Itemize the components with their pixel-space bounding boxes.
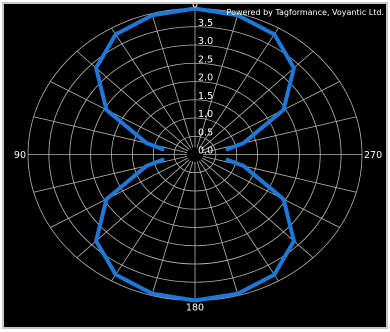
grid-spoke — [196, 13, 239, 148]
grid-spoke — [111, 27, 192, 149]
grid-spoke — [198, 160, 279, 282]
angle-label: 270 — [364, 150, 382, 161]
radial-tick-label: 3.0 — [198, 36, 213, 47]
series-layer — [94, 6, 296, 303]
grid-spoke — [200, 159, 314, 259]
radial-tick-label: 1.5 — [198, 91, 213, 102]
polar-chart-svg: 0.0 0.5 1.0 1.5 2.0 2.5 3.0 3.5 0 90 180 270 Power… — [14, 0, 384, 314]
angle-labels: 0 90 180 270 — [14, 0, 382, 314]
radial-tick-label: 2.5 — [198, 54, 213, 65]
series-line — [194, 157, 296, 303]
polar-grid — [27, 8, 363, 301]
grid-spoke — [202, 81, 340, 152]
radial-tick-label: 3.5 — [198, 18, 213, 29]
watermark: Powered by Tagformance, Voyantic Ltd. — [227, 8, 384, 17]
angle-label: 90 — [14, 150, 26, 161]
grid-spoke — [111, 160, 192, 282]
polar-chart: 0.0 0.5 1.0 1.5 2.0 2.5 3.0 3.5 0 90 180 270 Power… — [4, 0, 386, 327]
grid-spoke — [198, 27, 279, 149]
angle-label: 180 — [186, 303, 204, 314]
angle-label: 0 — [192, 4, 198, 11]
grid-spoke — [50, 81, 188, 152]
grid-spoke — [76, 50, 190, 150]
grid-spoke — [202, 156, 357, 193]
grid-spoke — [202, 116, 357, 153]
series-line — [194, 6, 296, 152]
grid-spoke — [33, 156, 188, 193]
grid-spoke — [202, 157, 340, 228]
radial-tick-label: 0.0 — [198, 146, 213, 157]
grid-spoke — [200, 50, 314, 150]
series-line — [94, 157, 196, 303]
grid-spoke — [50, 157, 188, 228]
grid-spoke — [196, 161, 239, 296]
radial-tick-label: 2.0 — [198, 73, 213, 84]
radial-tick-label: 1.0 — [198, 109, 213, 120]
grid-spoke — [151, 161, 194, 296]
grid-spoke — [33, 116, 188, 153]
series-line — [94, 6, 196, 152]
radial-tick-label: 0.5 — [198, 127, 213, 138]
grid-spoke — [151, 13, 194, 148]
radial-tick-labels: 0.0 0.5 1.0 1.5 2.0 2.5 3.0 3.5 — [198, 18, 213, 157]
grid-spoke — [76, 159, 190, 259]
